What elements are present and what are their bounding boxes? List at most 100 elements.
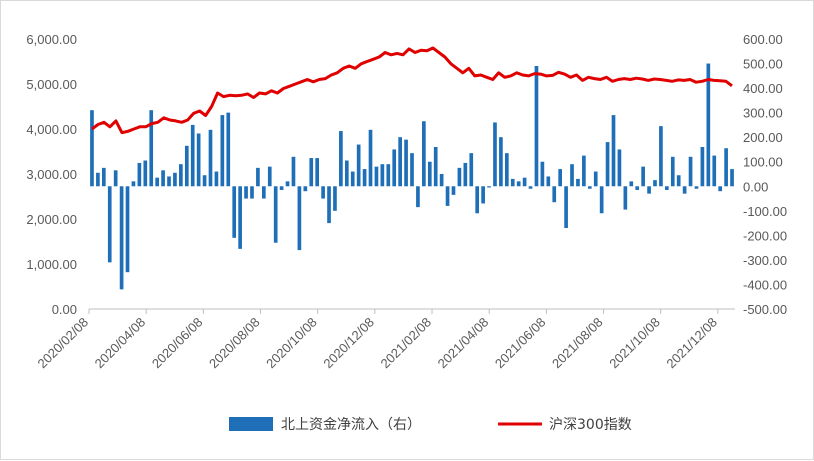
bar-inflow — [522, 177, 527, 187]
bar-inflow — [244, 186, 248, 199]
bar-inflow — [303, 186, 308, 192]
left-axis-tick-label: 4,000.00 — [26, 122, 77, 137]
bar-inflow — [587, 186, 592, 189]
bar-inflow — [232, 186, 237, 238]
right-axis-tick-label: -400.00 — [743, 277, 787, 292]
bar-inflow — [558, 169, 563, 187]
bar-inflow — [297, 186, 302, 251]
bar-inflow — [404, 139, 408, 187]
bar-inflow — [285, 181, 290, 187]
bar-inflow — [202, 175, 207, 187]
bar-inflow — [214, 171, 219, 187]
x-axis-tick-label: 2021/04/08 — [435, 315, 492, 372]
bar-inflow — [173, 172, 177, 187]
x-axis-tick-label: 2020/02/08 — [34, 315, 91, 372]
bar-inflow — [137, 162, 142, 187]
bar-inflow — [362, 169, 367, 187]
bar-inflow — [356, 144, 361, 187]
line-series — [91, 46, 733, 135]
bar-inflow — [665, 186, 669, 190]
bar-inflow — [617, 149, 622, 187]
legend-bar-swatch — [229, 417, 273, 431]
bar-inflow — [445, 186, 450, 206]
right-axis-tick-label: 500.00 — [743, 57, 783, 72]
bar-inflow — [226, 112, 231, 187]
bar-inflow — [238, 186, 242, 249]
bar-inflow — [629, 181, 634, 187]
bar-inflow — [605, 142, 610, 187]
bar-inflow — [119, 186, 124, 290]
bar-inflow — [125, 186, 130, 273]
bar-inflow — [220, 115, 225, 187]
bar-inflow — [439, 174, 444, 187]
x-axis-tick-label: 2020/08/08 — [206, 315, 263, 372]
bar-inflow — [564, 186, 568, 228]
bar-inflow — [374, 166, 379, 187]
x-axis-tick-label: 2021/06/08 — [492, 315, 549, 372]
bar-inflow — [113, 170, 118, 187]
bar-inflow — [582, 155, 586, 187]
bar-inflow — [706, 63, 711, 187]
left-axis-tick-label: 6,000.00 — [26, 32, 77, 47]
bar-inflow — [499, 137, 503, 187]
x-axis-tick-label: 2020/06/08 — [149, 315, 206, 372]
left-axis-tick-label: 0.00 — [52, 302, 77, 317]
bar-inflow — [315, 158, 320, 187]
bar-inflow — [546, 176, 551, 187]
bar-inflow — [540, 161, 545, 187]
bar-inflow — [368, 129, 373, 187]
bar-inflow — [131, 181, 136, 187]
x-axis-tick-label: 2020/04/08 — [92, 315, 149, 372]
bar-inflow — [339, 131, 343, 187]
right-axis-tick-label: -100.00 — [743, 204, 787, 219]
csi300-line — [91, 46, 733, 135]
x-axis-tick-label: 2021/12/08 — [663, 315, 720, 372]
right-axis-tick-label: 200.00 — [743, 130, 783, 145]
left-axis-tick-label: 1,000.00 — [26, 257, 77, 272]
bar-inflow — [682, 186, 687, 194]
right-axis-tick-label: 0.00 — [743, 179, 768, 194]
bar-inflow — [599, 186, 604, 214]
bar-inflow — [611, 115, 616, 187]
bar-inflow — [184, 145, 189, 187]
bar-series — [90, 63, 734, 290]
bar-inflow — [516, 181, 521, 187]
bar-inflow — [688, 156, 693, 187]
bar-inflow — [344, 160, 349, 187]
bar-inflow — [427, 161, 432, 187]
bar-inflow — [256, 167, 260, 187]
bar-inflow — [528, 186, 533, 189]
bar-inflow — [593, 171, 598, 187]
bar-inflow — [309, 158, 314, 187]
bar-inflow — [487, 186, 491, 188]
bar-inflow — [96, 172, 100, 187]
x-axis-tick-label: 2020/10/08 — [263, 315, 320, 372]
bar-inflow — [463, 162, 468, 187]
bar-inflow — [196, 133, 201, 187]
right-axis-tick-label: 600.00 — [743, 32, 783, 47]
bar-inflow — [712, 155, 717, 187]
right-axis-tick-label: 100.00 — [743, 155, 783, 170]
bar-inflow — [392, 149, 397, 187]
bar-inflow — [386, 164, 391, 187]
bar-inflow — [416, 186, 420, 208]
right-axis-tick-label: -200.00 — [743, 228, 787, 243]
bar-inflow — [510, 178, 515, 187]
bar-inflow — [433, 147, 438, 187]
bar-inflow — [718, 186, 723, 192]
bar-inflow — [576, 178, 580, 187]
bar-inflow — [534, 66, 539, 187]
bar-inflow — [570, 164, 574, 187]
right-axis-tick-label: 300.00 — [743, 106, 783, 121]
bar-inflow — [161, 170, 165, 187]
bar-inflow — [552, 186, 557, 203]
left-axis-tick-label: 3,000.00 — [26, 167, 77, 182]
bar-inflow — [659, 126, 663, 187]
bar-inflow — [623, 186, 628, 210]
bar-inflow — [190, 124, 195, 187]
bar-inflow — [90, 110, 94, 187]
bar-inflow — [143, 160, 148, 187]
bar-inflow — [451, 186, 456, 195]
bar-inflow — [149, 110, 154, 187]
